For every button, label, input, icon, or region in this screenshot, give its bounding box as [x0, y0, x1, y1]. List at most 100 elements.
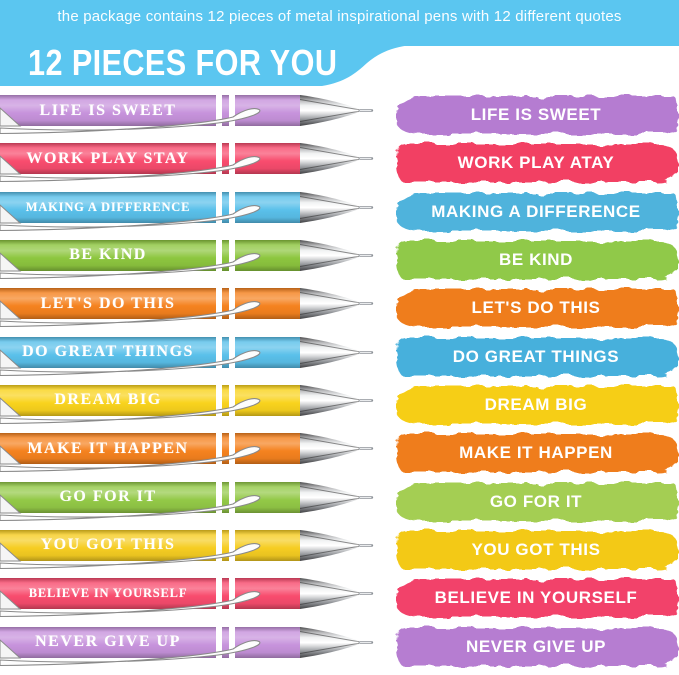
stroke-quote-label: WORK PLAY ATAY	[457, 153, 615, 173]
stroke-quote-label: NEVER GIVE UP	[465, 636, 607, 656]
pen-ring	[216, 481, 222, 513]
pen-ring	[229, 95, 235, 126]
pen-row: DREAM BIG DREAM BIG	[0, 381, 679, 429]
pen-quote-label: LIFE IS SWEET	[39, 101, 177, 119]
brush-stroke-paint	[396, 289, 678, 328]
pen-ring	[216, 239, 222, 271]
brush-stroke: NEVER GIVE UP	[394, 624, 678, 670]
stroke-quote-label: BE KIND	[498, 249, 574, 269]
brush-stroke: MAKING A DIFFERENCE	[394, 189, 678, 235]
pen-quote-label: NEVER GIVE UP	[35, 633, 181, 651]
pen-quote-label: MAKING A DIFFERENCE	[25, 199, 191, 214]
pen-ring	[229, 578, 235, 610]
pen-clip	[0, 155, 261, 183]
pen-row: LIFE IS SWEET LIFE IS SWEET	[0, 91, 679, 139]
pen-ring	[216, 578, 222, 610]
pen-quote-label: YOU GOT THIS	[40, 536, 176, 554]
brush-stroke-paint	[396, 240, 678, 279]
pen-ring	[216, 626, 222, 658]
pen-ring	[216, 529, 222, 561]
pen-clip	[0, 638, 261, 666]
brush-stroke-paint	[396, 530, 678, 569]
pen-tip	[300, 578, 374, 610]
pen-tip	[300, 143, 374, 175]
pen-ring	[229, 288, 235, 320]
pen-row: BE KIND BE KIND	[0, 236, 679, 284]
pen-ring	[216, 143, 222, 175]
stroke-quote-label: MAKE IT HAPPEN	[459, 443, 613, 463]
pen-ring	[229, 433, 235, 465]
pen-ring	[229, 191, 235, 223]
pen-clip	[0, 348, 261, 376]
pen-row: NEVER GIVE UP NEVER GIVE UP	[0, 623, 679, 671]
pen-row: MAKE IT HAPPEN MAKE IT HAPPEN	[0, 429, 679, 477]
brush-stroke: BELIEVE IN YOURSELF	[394, 575, 678, 621]
stroke-quote-label: LIFE IS SWEET	[470, 105, 602, 124]
brush-stroke-paint	[396, 96, 678, 134]
pen-ring	[229, 239, 235, 271]
pen-ring	[229, 481, 235, 513]
pen-ring	[229, 384, 235, 416]
pen-clip	[0, 493, 261, 521]
banner-swoosh	[0, 45, 412, 86]
pen-tip	[300, 529, 374, 561]
brush-stroke-paint	[396, 144, 678, 183]
pen-tip	[300, 95, 374, 126]
brush-stroke: LIFE IS SWEET	[394, 92, 678, 138]
stroke-quote-label: DREAM BIG	[484, 394, 588, 414]
tagline: the package contains 12 pieces of metal …	[57, 8, 622, 25]
pen-row: BELIEVE IN YOURSELF BELIEVE IN YOURSELF	[0, 574, 679, 622]
pen-clip	[0, 203, 261, 231]
pen-row: WORK PLAY STAY WORK PLAY ATAY	[0, 139, 679, 187]
brush-stroke: YOU GOT THIS	[394, 527, 678, 573]
brush-stroke: BE KIND	[394, 237, 678, 283]
brush-stroke: LET'S DO THIS	[394, 285, 678, 331]
pen-clip	[0, 252, 261, 280]
pen-row: DO GREAT THINGS DO GREAT THINGS	[0, 333, 679, 381]
brush-stroke-paint	[396, 337, 678, 376]
pen-clip	[0, 542, 261, 570]
pen-clip	[0, 445, 261, 473]
pen-quote-label: BE KIND	[69, 246, 147, 264]
pen-row: GO FOR IT GO FOR IT	[0, 478, 679, 526]
pen-row: YOU GOT THIS YOU GOT THIS	[0, 526, 679, 574]
pen-tip	[300, 191, 374, 223]
brush-stroke: DREAM BIG	[394, 382, 678, 428]
pen-ring	[229, 529, 235, 561]
pen-ring	[229, 626, 235, 658]
pen-clip	[0, 300, 261, 328]
pen-tip	[300, 626, 374, 658]
pen-tip	[300, 239, 374, 271]
brush-stroke: DO GREAT THINGS	[394, 334, 678, 380]
pen-clip	[0, 397, 261, 425]
stroke-quote-label: DO GREAT THINGS	[452, 346, 620, 366]
pen-quote-label: WORK PLAY STAY	[26, 149, 190, 167]
pen-ring	[216, 288, 222, 320]
brush-stroke-paint	[396, 579, 678, 618]
pen-row: MAKING A DIFFERENCE MAKING A DIFFERENCE	[0, 188, 679, 236]
pen-tip	[300, 336, 374, 368]
pen-quote-label: MAKE IT HAPPEN	[27, 439, 189, 457]
pen-ring	[216, 191, 222, 223]
stroke-quote-label: BELIEVE IN YOURSELF	[434, 588, 638, 608]
pen-quote-label: BELIEVE IN YOURSELF	[28, 586, 188, 601]
brush-stroke: MAKE IT HAPPEN	[394, 430, 678, 476]
stroke-quote-label: GO FOR IT	[489, 491, 583, 511]
brush-stroke-paint	[396, 434, 678, 473]
pen-ring	[216, 433, 222, 465]
brush-stroke-paint	[396, 627, 678, 666]
page-title: 12 PIECES FOR YOU	[28, 42, 338, 83]
pen-ring	[229, 143, 235, 175]
pen-quote-label: GO FOR IT	[59, 488, 157, 506]
pen-ring	[216, 384, 222, 416]
pen-tip	[300, 288, 374, 320]
stroke-quote-label: MAKING A DIFFERENCE	[431, 201, 641, 221]
pen-tip	[300, 481, 374, 513]
pen-tip	[300, 384, 374, 416]
pen-ring	[216, 336, 222, 368]
pen-quote-label: DO GREAT THINGS	[22, 343, 194, 361]
banner	[0, 0, 679, 46]
pen-quote-label: LET'S DO THIS	[40, 294, 176, 312]
brush-stroke: WORK PLAY ATAY	[394, 140, 678, 186]
